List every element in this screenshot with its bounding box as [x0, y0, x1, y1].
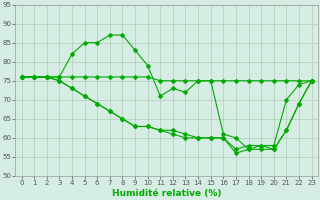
X-axis label: Humidité relative (%): Humidité relative (%) [112, 189, 221, 198]
